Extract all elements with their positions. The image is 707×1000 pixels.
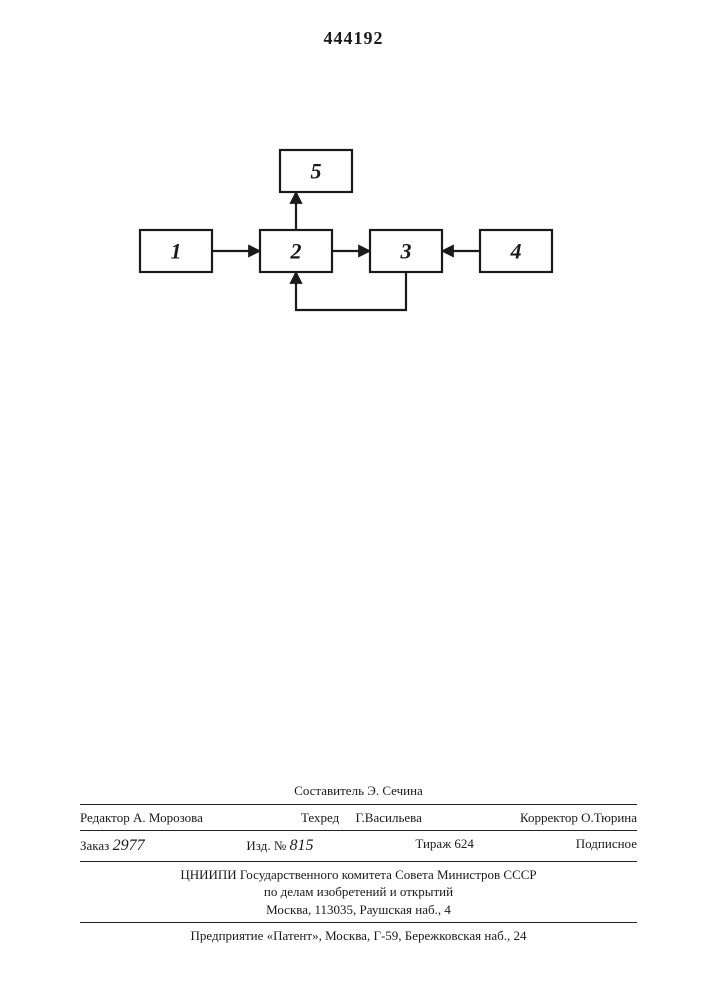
enterprise-line: Предприятие «Патент», Москва, Г-59, Бере…: [80, 927, 637, 945]
node-label-n4: 4: [510, 239, 522, 264]
node-label-n1: 1: [171, 239, 182, 264]
node-n3: 3: [370, 230, 442, 272]
redaktor-name: А. Морозова: [133, 810, 203, 825]
izd-label: Изд. №: [246, 838, 286, 853]
korrektor-name: О.Тюрина: [581, 810, 637, 825]
korrektor-label: Корректор: [520, 810, 578, 825]
node-label-n2: 2: [290, 239, 302, 264]
podpisnoe-label: Подписное: [576, 835, 637, 857]
block-diagram: 1 2 3 4 5: [0, 0, 707, 500]
tirazh-value: 624: [454, 836, 474, 851]
tehred-name: Г.Васильева: [355, 810, 421, 825]
node-n2: 2: [260, 230, 332, 272]
tehred-label: Техред: [301, 810, 339, 825]
edge-n3-n2: [296, 272, 406, 310]
colophon: Составитель Э. Сечина Редактор А. Морозо…: [80, 782, 637, 945]
node-n4: 4: [480, 230, 552, 272]
org-line-1: ЦНИИПИ Государственного комитета Совета …: [80, 866, 637, 884]
compiler-label: Составитель: [294, 783, 364, 798]
node-label-n5: 5: [311, 159, 322, 184]
org-line-2: по делам изобретений и открытий: [80, 883, 637, 901]
compiler-name: Э. Сечина: [367, 783, 423, 798]
izd-value: 815: [289, 837, 313, 854]
tirazh-label: Тираж: [415, 836, 451, 851]
zakaz-value: 2977: [113, 837, 145, 854]
node-n1: 1: [140, 230, 212, 272]
redaktor-label: Редактор: [80, 810, 130, 825]
org-line-3: Москва, 113035, Раушская наб., 4: [80, 901, 637, 919]
node-n5: 5: [280, 150, 352, 192]
zakaz-label: Заказ: [80, 838, 109, 853]
node-label-n3: 3: [400, 239, 412, 264]
